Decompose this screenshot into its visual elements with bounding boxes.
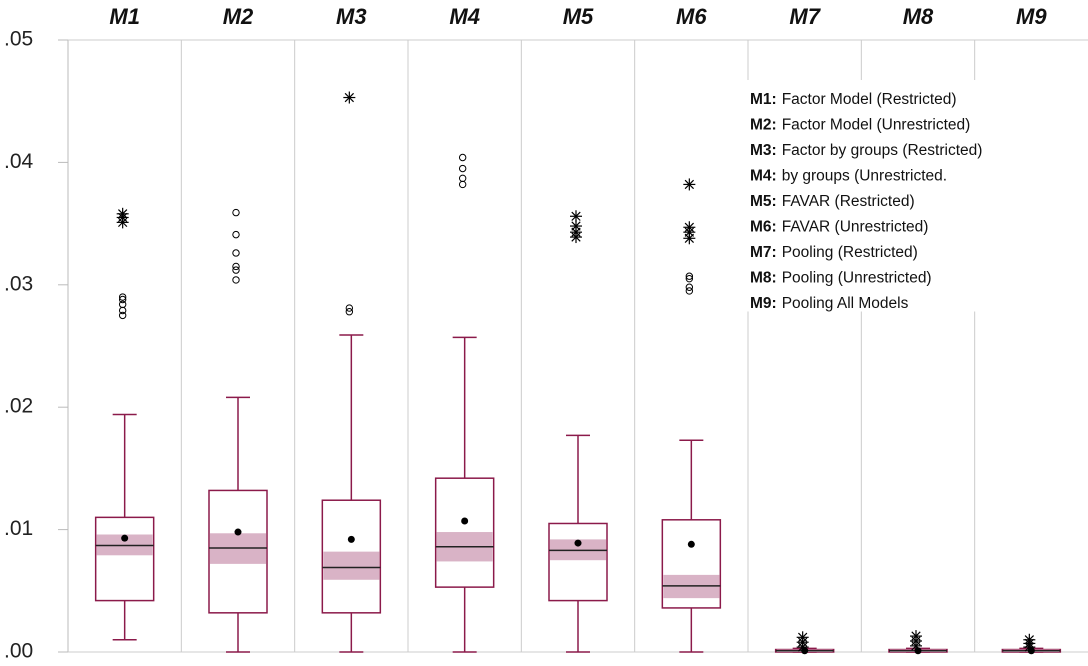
outlier-circle <box>685 274 694 283</box>
legend-text: by groups (Unrestricted. <box>782 168 947 185</box>
outlier-circle <box>458 174 467 183</box>
legend-key: M4: <box>750 168 777 185</box>
star-stroke <box>1024 635 1035 645</box>
outlier-circle <box>232 262 240 271</box>
category-label: M7 <box>789 4 821 29</box>
outlier-circle <box>118 311 127 320</box>
star-stroke <box>571 221 581 231</box>
outlier-star <box>343 91 356 104</box>
outlier-circle <box>685 272 694 280</box>
star-stroke <box>344 92 355 103</box>
legend-key: M9: <box>750 295 777 312</box>
outlier-circle <box>345 308 354 316</box>
category-label: M6 <box>676 4 707 29</box>
outlier-circle <box>118 306 127 315</box>
mean <box>687 540 695 548</box>
outlier-circle <box>458 153 467 162</box>
y-tick-label: .05 <box>4 28 33 51</box>
legend-entry: M4: by groups (Unrestricted. <box>750 168 947 185</box>
legend-text: Factor by groups (Restricted) <box>782 142 983 159</box>
category-label: M9 <box>1016 4 1047 29</box>
category-label: M1 <box>109 4 140 29</box>
star-stroke <box>117 209 128 219</box>
outlier-circle <box>345 304 354 312</box>
legend-text: FAVAR (Restricted) <box>782 193 915 210</box>
star-stroke <box>684 179 695 190</box>
outlier-circle <box>685 283 694 291</box>
outlier-circle <box>232 230 240 239</box>
box <box>94 516 155 602</box>
legend-key: M2: <box>750 117 777 134</box>
legend-entry: M1: Factor Model (Restricted) <box>750 91 957 108</box>
star-stroke <box>684 222 695 232</box>
star-stroke <box>797 632 808 642</box>
y-tick-label: .03 <box>4 272 33 295</box>
legend-text: Factor Model (Restricted) <box>782 91 957 108</box>
legend-text: Pooling (Unrestricted) <box>782 270 932 287</box>
outlier-star <box>683 221 696 234</box>
legend-key: M7: <box>750 244 777 261</box>
outlier-circle <box>232 208 240 217</box>
y-tick-label: .00 <box>4 640 33 663</box>
category-label: M5 <box>563 4 594 29</box>
y-tick-label: .01 <box>4 517 33 540</box>
legend-entry: M3: Factor by groups (Restricted) <box>750 142 982 159</box>
outlier-circle <box>118 295 127 304</box>
legend-box <box>746 80 1088 312</box>
outlier-star <box>116 207 129 220</box>
outlier-star <box>1023 633 1036 646</box>
legend-entry: M6: FAVAR (Unrestricted) <box>750 219 928 236</box>
outlier-star <box>910 630 922 643</box>
category-label: M4 <box>449 4 480 29</box>
legend-key: M6: <box>750 219 777 236</box>
legend-entry: M8: Pooling (Unrestricted) <box>750 270 932 287</box>
mean <box>574 539 582 547</box>
legend-entry: M5: FAVAR (Restricted) <box>750 193 915 210</box>
legend-key: M8: <box>750 270 777 287</box>
outlier-star <box>570 210 582 223</box>
outlier-star <box>796 631 809 644</box>
mean <box>121 534 129 542</box>
outlier-circle <box>685 287 694 295</box>
mean <box>461 517 469 525</box>
y-tick-label: .02 <box>4 395 33 418</box>
category-label: M2 <box>223 4 254 29</box>
legend-text: Pooling All Models <box>782 295 909 312</box>
outlier-star <box>683 178 696 191</box>
legend-text: FAVAR (Unrestricted) <box>782 219 929 236</box>
star-stroke <box>911 631 921 641</box>
legend-entry: M9: Pooling All Models <box>750 295 909 312</box>
legend-text: Factor Model (Unrestricted) <box>782 117 971 134</box>
legend-key: M3: <box>750 142 777 159</box>
mean <box>234 528 242 536</box>
box <box>548 522 608 602</box>
star-stroke <box>571 211 581 221</box>
ci-band <box>323 551 380 580</box>
mean <box>347 535 355 543</box>
legend-key: M5: <box>750 193 777 210</box>
legend-entry: M2: Factor Model (Unrestricted) <box>750 117 970 134</box>
legend-key: M1: <box>750 91 777 108</box>
outlier-circle <box>458 164 467 173</box>
legend-entry: M7: Pooling (Restricted) <box>750 244 918 261</box>
y-tick-label: .04 <box>4 150 34 173</box>
outlier-circle <box>232 249 240 257</box>
legend-text: Pooling (Restricted) <box>782 244 918 261</box>
outlier-circle <box>118 293 127 301</box>
outlier-circle <box>118 300 127 309</box>
outlier-circle <box>458 180 467 189</box>
category-label: M8 <box>903 4 934 29</box>
category-label: M3 <box>336 4 367 29</box>
outlier-circle <box>232 276 240 284</box>
outlier-circle <box>232 266 240 274</box>
